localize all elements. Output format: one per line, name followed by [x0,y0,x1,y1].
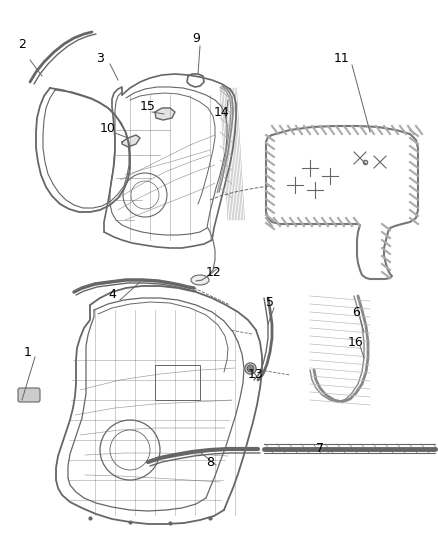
Text: 15: 15 [140,100,156,112]
Text: 13: 13 [248,368,264,382]
Text: 14: 14 [214,106,230,118]
Text: 9: 9 [192,31,200,44]
Text: 4: 4 [108,288,116,302]
Text: 3: 3 [96,52,104,64]
Text: 10: 10 [100,122,116,134]
Polygon shape [122,135,140,147]
Text: 12: 12 [206,265,222,279]
Text: 6: 6 [352,305,360,319]
Text: 8: 8 [206,456,214,469]
Text: 16: 16 [348,335,364,349]
Polygon shape [155,108,175,120]
Ellipse shape [191,275,209,285]
Text: 7: 7 [316,441,324,455]
FancyBboxPatch shape [18,388,40,402]
Text: 2: 2 [18,37,26,51]
Text: 5: 5 [266,296,274,310]
Text: 1: 1 [24,345,32,359]
Text: 11: 11 [334,52,350,64]
